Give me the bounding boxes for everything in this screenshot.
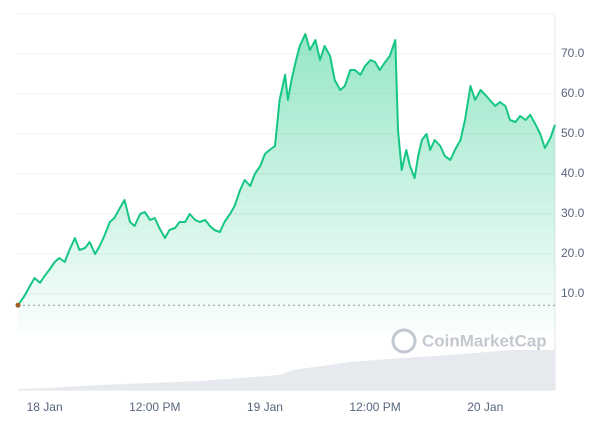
- y-tick-label: 10.0: [561, 286, 585, 300]
- y-tick-label: 60.0: [561, 86, 585, 100]
- x-tick-label: 12:00 PM: [349, 400, 400, 414]
- x-tick-label: 18 Jan: [27, 400, 63, 414]
- watermark-text: CoinMarketCap: [422, 331, 547, 350]
- x-tick-label: 19 Jan: [247, 400, 283, 414]
- volume-area: [18, 350, 555, 390]
- y-tick-label: 20.0: [561, 246, 585, 260]
- logo: [391, 328, 417, 354]
- start-dot: [15, 302, 21, 308]
- price-line: [17, 33, 556, 306]
- x-tick-label: 12:00 PM: [129, 400, 180, 414]
- price-area: [18, 34, 555, 334]
- x-tick-label: 20 Jan: [467, 400, 503, 414]
- y-tick-label: 40.0: [561, 166, 585, 180]
- y-tick-label: 30.0: [561, 206, 585, 220]
- y-tick-label: 50.0: [561, 126, 585, 140]
- watermark: CoinMarketCap: [391, 328, 547, 354]
- y-tick-label: 70.0: [561, 46, 585, 60]
